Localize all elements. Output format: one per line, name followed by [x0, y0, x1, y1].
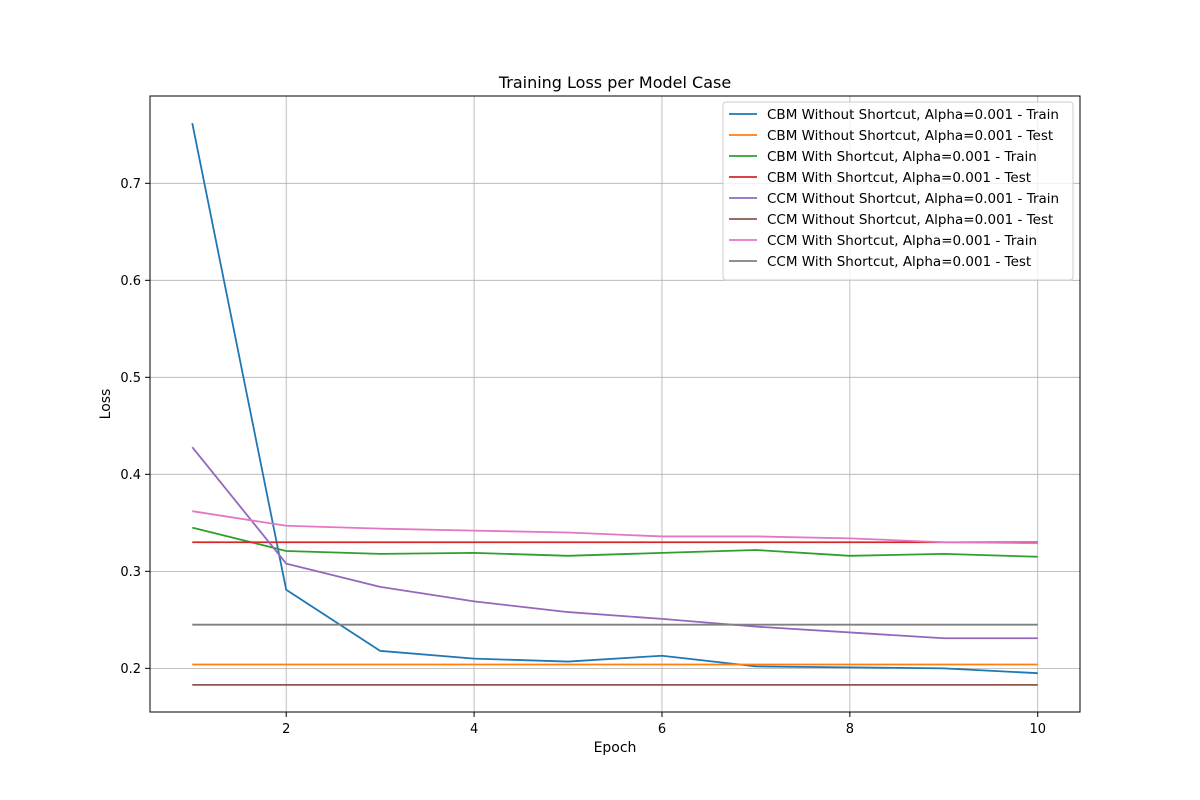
- x-tick-label: 8: [846, 722, 854, 737]
- x-tick-label: 2: [282, 722, 290, 737]
- x-tick-label: 10: [1029, 722, 1046, 737]
- legend-label: CCM Without Shortcut, Alpha=0.001 - Test: [767, 212, 1053, 228]
- series-line-1: [191, 122, 1038, 675]
- legend-box: [722, 101, 1074, 281]
- x-axis-label: Epoch: [594, 740, 637, 756]
- y-tick-label: 0.6: [120, 274, 141, 289]
- chart-title: Training Loss per Model Case: [498, 73, 731, 92]
- y-tick-label: 0.5: [120, 371, 141, 386]
- legend: CBM Without Shortcut, Alpha=0.001 - Trai…: [722, 101, 1074, 281]
- legend-label: CCM Without Shortcut, Alpha=0.001 - Trai…: [767, 191, 1059, 207]
- y-tick-label: 0.7: [120, 177, 141, 192]
- series-line-7: [192, 510, 1038, 545]
- legend-label: CCM With Shortcut, Alpha=0.001 - Train: [767, 233, 1037, 249]
- y-axis-label: Loss: [98, 389, 114, 420]
- legend-label: CBM Without Shortcut, Alpha=0.001 - Test: [767, 128, 1053, 144]
- axis-ticks: 2 4 6 8 10 0.2 0.3 0.4 0.5 0.6 0.7: [120, 177, 1046, 737]
- legend-label: CBM Without Shortcut, Alpha=0.001 - Trai…: [767, 107, 1059, 123]
- x-tick-label: 4: [470, 722, 478, 737]
- series-line-5: [191, 446, 1038, 640]
- legend-label: CBM With Shortcut, Alpha=0.001 - Test: [767, 170, 1031, 186]
- series-lines: [191, 122, 1038, 686]
- series-line-3: [192, 526, 1038, 558]
- y-tick-label: 0.3: [120, 565, 141, 580]
- legend-label: CCM With Shortcut, Alpha=0.001 - Test: [767, 254, 1031, 270]
- x-tick-label: 6: [658, 722, 666, 737]
- y-tick-label: 0.4: [120, 468, 141, 483]
- legend-label: CBM With Shortcut, Alpha=0.001 - Train: [767, 149, 1037, 165]
- y-tick-label: 0.2: [120, 662, 141, 677]
- plot-frame: [149, 95, 1081, 713]
